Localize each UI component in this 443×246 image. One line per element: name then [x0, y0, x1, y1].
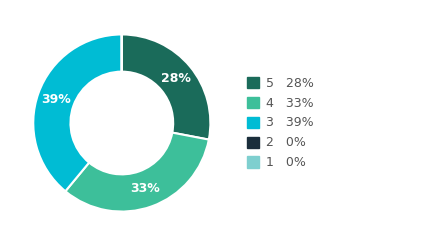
Wedge shape	[66, 133, 209, 212]
Text: 33%: 33%	[131, 182, 160, 195]
Legend: 5   28%, 4   33%, 3   39%, 2   0%, 1   0%: 5 28%, 4 33%, 3 39%, 2 0%, 1 0%	[243, 73, 317, 173]
Text: 39%: 39%	[41, 93, 71, 106]
Wedge shape	[122, 34, 210, 139]
Text: 28%: 28%	[161, 72, 190, 85]
Wedge shape	[33, 34, 122, 191]
